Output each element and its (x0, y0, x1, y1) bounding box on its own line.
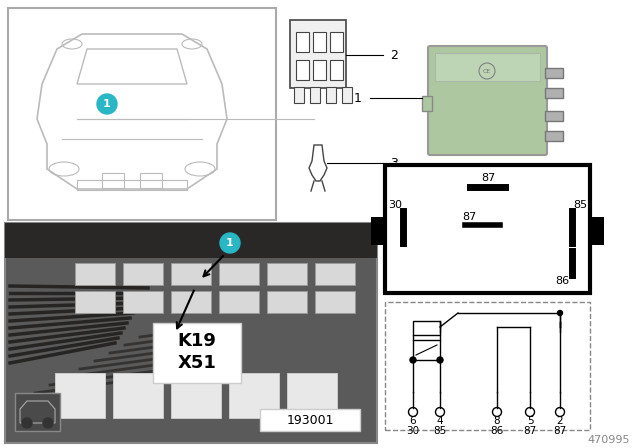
Text: K19: K19 (177, 332, 216, 350)
Bar (219, 263, 259, 285)
Bar (75, 291, 115, 313)
Text: 86: 86 (555, 276, 569, 286)
Bar (219, 291, 259, 313)
Bar (385, 165, 590, 293)
Bar (310, 87, 320, 103)
Circle shape (437, 357, 443, 363)
Bar (260, 409, 360, 431)
Bar (140, 173, 162, 188)
Text: 470995: 470995 (588, 435, 630, 445)
Bar (294, 87, 304, 103)
Text: 5: 5 (527, 416, 533, 426)
Text: 2: 2 (390, 48, 398, 61)
Bar (171, 291, 211, 313)
Bar (55, 373, 105, 418)
Bar (413, 321, 440, 335)
Text: 8: 8 (493, 416, 500, 426)
Bar (330, 60, 343, 80)
Text: 6: 6 (410, 416, 416, 426)
Bar (545, 68, 563, 78)
Bar (330, 32, 343, 52)
Text: X51: X51 (177, 354, 216, 372)
Text: 30: 30 (388, 200, 402, 210)
Bar (287, 373, 337, 418)
Bar (113, 373, 163, 418)
Circle shape (557, 310, 563, 315)
Bar (153, 323, 241, 383)
Bar (313, 32, 326, 52)
Bar (545, 88, 563, 98)
Circle shape (410, 357, 416, 363)
Bar (315, 263, 355, 285)
Bar (171, 263, 211, 285)
Bar (545, 131, 563, 141)
Text: 87: 87 (462, 212, 476, 222)
Bar (267, 291, 307, 313)
Text: 30: 30 (406, 426, 420, 436)
FancyBboxPatch shape (428, 46, 547, 155)
Bar (77, 180, 187, 190)
Text: 87: 87 (554, 426, 566, 436)
Bar (15, 393, 60, 431)
Bar (267, 263, 307, 285)
Bar (422, 96, 432, 111)
Bar (435, 53, 540, 81)
Bar (590, 217, 604, 245)
Circle shape (97, 94, 117, 114)
Circle shape (22, 418, 32, 428)
Bar (75, 263, 115, 285)
Bar (8, 8, 276, 220)
Bar (313, 60, 326, 80)
Bar (102, 173, 124, 188)
Circle shape (220, 233, 240, 253)
Bar (371, 217, 385, 245)
Text: 193001: 193001 (286, 414, 333, 426)
Bar (171, 373, 221, 418)
Bar (290, 20, 346, 88)
Text: 3: 3 (390, 156, 398, 169)
Text: 1: 1 (103, 99, 111, 109)
Bar (315, 291, 355, 313)
Bar (5, 223, 377, 443)
Bar (123, 291, 163, 313)
Bar (123, 263, 163, 285)
Text: CE: CE (483, 69, 491, 73)
Text: 2: 2 (557, 416, 563, 426)
Bar (296, 32, 309, 52)
Text: 85: 85 (573, 200, 587, 210)
Text: 86: 86 (490, 426, 504, 436)
Circle shape (43, 418, 53, 428)
Bar (326, 87, 336, 103)
Text: 4: 4 (436, 416, 444, 426)
Bar (5, 223, 377, 258)
Bar (413, 340, 440, 360)
Text: 87: 87 (481, 173, 495, 183)
Bar (229, 373, 279, 418)
Text: 87: 87 (524, 426, 536, 436)
Text: 85: 85 (433, 426, 447, 436)
Bar (545, 111, 563, 121)
Bar (296, 60, 309, 80)
Bar (342, 87, 352, 103)
Text: 1: 1 (354, 91, 362, 104)
Bar (385, 302, 590, 430)
Text: 1: 1 (226, 238, 234, 248)
